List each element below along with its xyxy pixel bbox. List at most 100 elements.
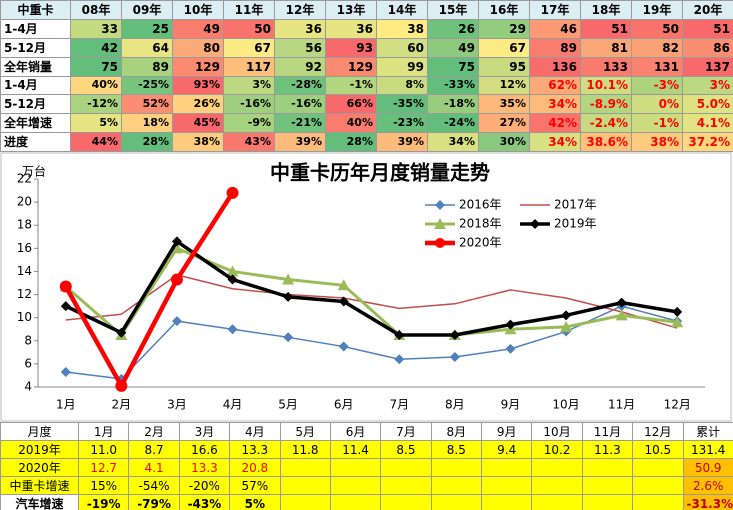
y-tick-label: 6 <box>24 356 32 370</box>
cell: 117 <box>223 56 275 77</box>
series-line <box>64 246 678 337</box>
cell: 15% <box>77 476 130 495</box>
x-tick-label: 10月 <box>552 398 579 412</box>
header-cell: 15年 <box>427 0 479 20</box>
marker <box>170 242 183 254</box>
cell: 38% <box>172 132 224 152</box>
cell <box>531 494 583 510</box>
table-row: 5-12月 -12% 52% 26% -16% -16% 66% -35% -18% 35% 34%… <box>0 94 733 115</box>
series-line <box>65 274 678 329</box>
cell: -8.9% <box>580 94 632 115</box>
cell: 75 <box>427 56 479 77</box>
x-tick-label: 3月 <box>167 398 187 412</box>
cell <box>480 458 533 477</box>
cell: 67 <box>223 37 275 58</box>
marker <box>338 296 349 307</box>
y-unit: 万台 <box>22 164 46 179</box>
cell <box>380 458 432 477</box>
marker <box>672 306 683 317</box>
cell <box>581 458 634 477</box>
cell: 28% <box>325 132 377 152</box>
cell: 99 <box>376 56 428 77</box>
header-cell: 累计 <box>682 422 733 441</box>
marker <box>227 274 238 285</box>
cell: -54% <box>128 476 180 495</box>
cell: 11.0 <box>77 440 130 459</box>
marker <box>171 236 182 247</box>
header-cell: 4月 <box>229 422 281 441</box>
header-cell: 17年 <box>529 0 581 20</box>
cell: 33 <box>70 18 122 39</box>
y-tick-label: 12 <box>17 287 32 301</box>
cell: 9.4 <box>480 440 533 459</box>
marker <box>226 265 239 277</box>
series-line <box>65 239 678 337</box>
x-tick-label: 1月 <box>56 398 76 412</box>
legend-label: 2018年 <box>459 217 502 231</box>
header-cell: 12年 <box>274 0 326 20</box>
marker <box>170 273 183 286</box>
cell: 129 <box>325 56 377 77</box>
cell: -3% <box>631 75 683 96</box>
cell: 26% <box>172 94 224 115</box>
cell: 10.2 <box>531 440 583 459</box>
cell <box>279 494 331 510</box>
cell: 86 <box>682 37 733 58</box>
cell: -43% <box>178 494 231 510</box>
cell: 13.3 <box>229 440 281 459</box>
legend-symbol <box>530 219 540 229</box>
cell: -23% <box>376 113 428 134</box>
cell: 11.8 <box>279 440 331 459</box>
y-tick-label: 18 <box>17 218 32 232</box>
header-cell: 5月 <box>279 422 331 441</box>
cell: 34% <box>529 132 581 152</box>
header-cell: 7月 <box>380 422 432 441</box>
marker <box>337 279 350 291</box>
table-row: 2019年 11.0 8.7 16.6 13.3 11.8 11.4 8.5 8.5 9.4 10.… <box>0 440 733 459</box>
cell: 82 <box>631 37 683 58</box>
cell: 8.7 <box>128 440 180 459</box>
series-line <box>63 191 235 389</box>
cell: 10.5 <box>632 440 684 459</box>
header-cell: 10月 <box>531 422 583 441</box>
row-label: 汽车增速 <box>0 494 79 510</box>
cell: -9% <box>223 113 275 134</box>
cell: 13.3 <box>178 458 231 477</box>
header-cell: 1月 <box>77 422 130 441</box>
cell: 42% <box>529 113 581 134</box>
cell: -31.3% <box>682 494 733 510</box>
cell: 45% <box>172 113 224 134</box>
x-tick-label: 11月 <box>608 398 635 412</box>
cell: 20.8 <box>229 458 281 477</box>
y-tick-label: 10 <box>17 310 32 324</box>
cell: 75 <box>70 56 122 77</box>
cell: -1% <box>325 75 377 96</box>
header-cell: 13年 <box>325 0 377 20</box>
legend-label: 2019年 <box>554 217 597 231</box>
cell: 40% <box>70 75 122 96</box>
cell: 89 <box>121 56 173 77</box>
cell: 38.6% <box>580 132 632 152</box>
marker <box>394 330 405 340</box>
marker <box>60 366 71 377</box>
row-label: 2019年 <box>0 440 79 459</box>
marker <box>338 341 349 352</box>
legend-label: 2017年 <box>554 198 597 212</box>
cell: -79% <box>128 494 180 510</box>
table-row: 汽车增速 -19% -79% -43% 5% -31.3% <box>0 494 733 510</box>
cell: 51 <box>682 18 733 39</box>
cell: 93 <box>325 37 377 58</box>
cell: 43% <box>223 132 275 152</box>
marker <box>615 309 628 321</box>
marker <box>59 280 72 293</box>
legend-symbol <box>435 200 445 210</box>
legend-marker <box>434 218 446 229</box>
series-line <box>65 305 678 380</box>
cell <box>581 476 634 495</box>
cell: 5% <box>229 494 281 510</box>
cell: 67 <box>478 37 530 58</box>
cell <box>632 476 684 495</box>
cell: 131.4 <box>682 440 733 459</box>
cell: -16% <box>223 94 275 115</box>
cell: 49 <box>427 37 479 58</box>
